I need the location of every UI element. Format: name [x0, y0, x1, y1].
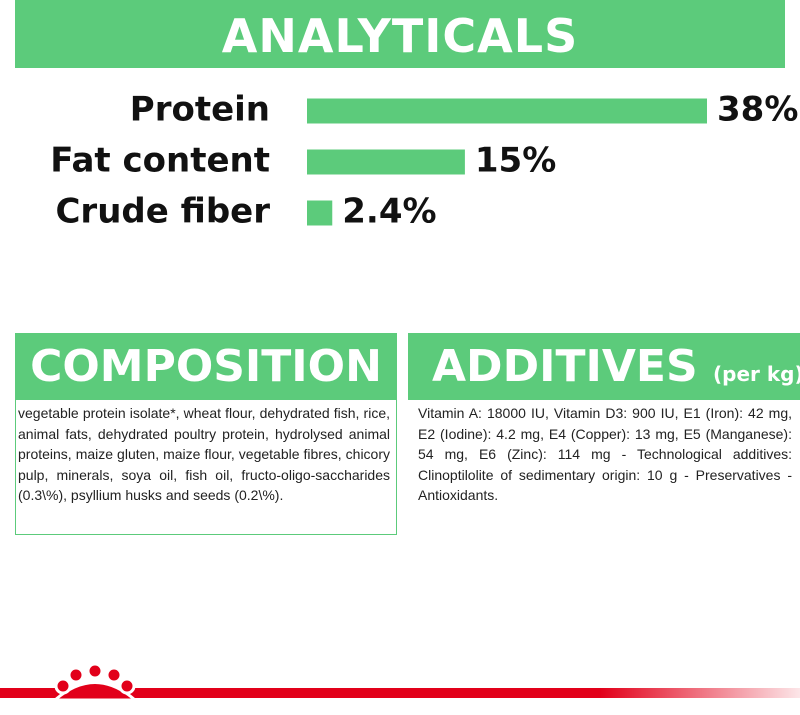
additives-band: ADDITIVES (per kg) [408, 333, 800, 400]
value-label: 15% [475, 141, 556, 181]
composition-title: COMPOSITION [30, 341, 382, 392]
chart: Protein 38% Fat content 15% Crude fiber 2.4% [50, 90, 798, 232]
additives-subtitle: (per kg) [712, 362, 800, 386]
category-label: Fat content [50, 141, 270, 181]
bar [307, 200, 333, 226]
composition-band: COMPOSITION [15, 333, 397, 400]
value-label: 38% [717, 90, 798, 130]
composition-text: vegetable protein isolate*, wheat flour,… [18, 405, 390, 503]
category-label: Crude fiber [55, 192, 270, 232]
value-label: 2.4% [342, 192, 436, 232]
additives-text: Vitamin A: 18000 IU, Vitamin D3: 900 IU,… [418, 405, 792, 503]
brand-stripe [0, 688, 800, 698]
crown-logo [51, 662, 139, 702]
category-label: Protein [130, 90, 270, 130]
additives-title: ADDITIVES [432, 341, 698, 392]
bar [307, 98, 707, 124]
bar [307, 149, 465, 175]
composition-box [15, 333, 397, 535]
